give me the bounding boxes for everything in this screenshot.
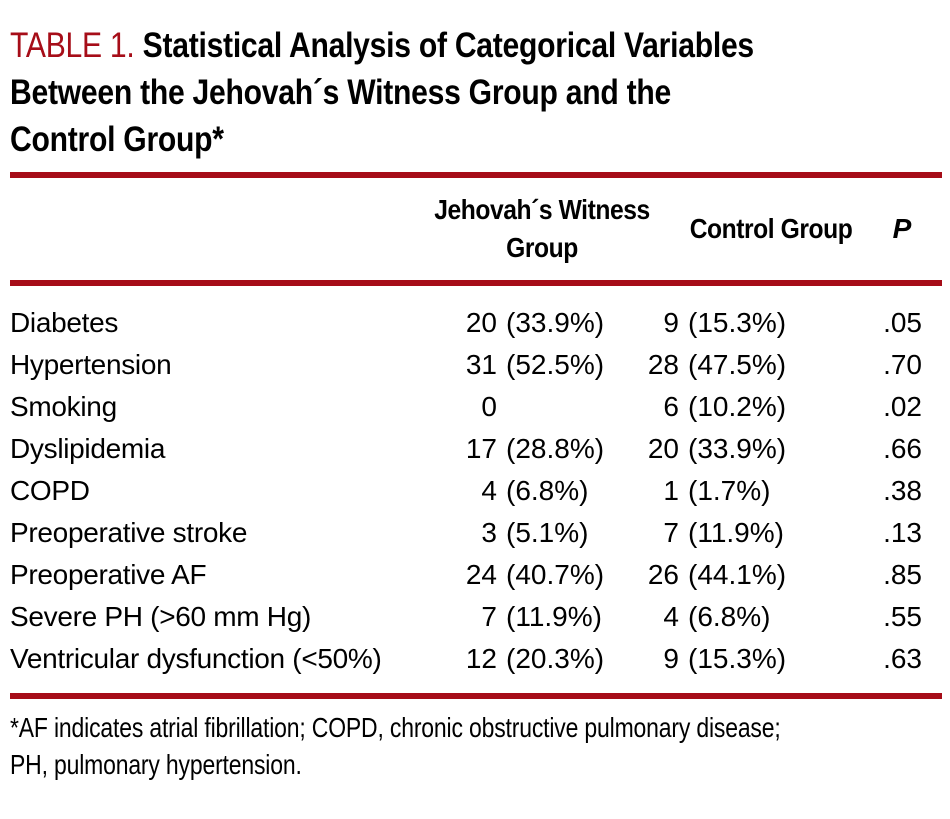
jw-percent: (33.9%) [506,307,605,338]
jw-count: 12 [465,643,497,674]
table-row: Diabetes 20 (33.9%) 9 (15.3%) .05 [10,302,942,344]
row-label: Smoking [10,391,117,422]
row-label: Diabetes [10,307,119,338]
jw-percent: (20.3%) [506,643,605,674]
jw-count: 3 [481,517,497,548]
column-header-jehovahs-witness-group: Jehovah´s Witness Group [434,194,650,263]
control-percent: (6.8%) [688,601,771,632]
table-row: Preoperative AF 24 (40.7%) 26 (44.1%) .8… [10,554,942,596]
jw-count: 4 [481,475,497,506]
jw-count: 7 [481,601,497,632]
row-label: Hypertension [10,349,172,380]
table-header: Jehovah´s Witness Group Control Group P [10,178,942,280]
control-count: 28 [647,349,679,380]
table-number-label: TABLE 1. [10,26,135,65]
control-percent: (1.7%) [688,475,771,506]
row-label: COPD [10,475,90,506]
control-count: 9 [663,643,679,674]
control-percent: (15.3%) [688,307,787,338]
title-line-2: Between the Jehovah´s Witness Group and … [10,73,671,112]
jw-percent: (52.5%) [506,349,605,380]
rule-top [10,172,942,178]
title-line-1: TABLE 1. Statistical Analysis of Categor… [10,22,812,69]
column-header-control-group: Control Group [689,213,853,244]
control-count: 6 [663,391,679,422]
jw-percent: (11.9%) [506,601,602,632]
table-row: COPD 4 (6.8%) 1 (1.7%) .38 [10,470,942,512]
table-row: Smoking 0 6 (10.2%) .02 [10,386,942,428]
p-value: .85 [883,559,922,590]
p-value: .02 [883,391,922,422]
jw-percent: (28.8%) [506,433,605,464]
jw-count: 0 [481,391,497,422]
row-label: Preoperative AF [10,559,207,590]
jw-count: 24 [465,559,497,590]
table-row: Dyslipidemia 17 (28.8%) 20 (33.9%) .66 [10,428,942,470]
title-text: Statistical Analysis of Categorical Vari… [134,26,755,65]
table-title: TABLE 1. Statistical Analysis of Categor… [10,22,942,163]
p-value: .13 [883,517,922,548]
row-label: Severe PH (>60 mm Hg) [10,601,312,632]
control-count: 20 [647,433,679,464]
control-count: 9 [663,307,679,338]
p-value: .66 [883,433,922,464]
jw-count: 31 [465,349,497,380]
jw-count: 20 [465,307,497,338]
column-header-p-value: P [892,213,912,244]
control-percent: (11.9%) [688,517,784,548]
jw-percent: (6.8%) [506,475,589,506]
control-percent: (33.9%) [688,433,787,464]
control-count: 4 [663,601,679,632]
control-count: 26 [647,559,679,590]
table-row: Preoperative stroke 3 (5.1%) 7 (11.9%) .… [10,512,942,554]
p-value: .38 [883,475,922,506]
footnote-line-2: PH, pulmonary hypertension. [10,749,302,780]
table-row: Severe PH (>60 mm Hg) 7 (11.9%) 4 (6.8%)… [10,596,942,638]
data-table: Diabetes 20 (33.9%) 9 (15.3%) .05 Hypert… [10,286,942,693]
row-label: Ventricular dysfunction (<50%) [10,643,382,674]
footnote-line-1: *AF indicates atrial fibrillation; COPD,… [10,712,781,743]
p-value: .70 [883,349,922,380]
control-percent: (44.1%) [688,559,787,590]
row-label: Dyslipidemia [10,433,166,464]
table-footnote: *AF indicates atrial fibrillation; COPD,… [10,709,942,783]
control-count: 7 [663,517,679,548]
title-line-3: Control Group* [10,120,224,159]
rule-bottom [10,693,942,699]
table-row: Hypertension 31 (52.5%) 28 (47.5%) .70 [10,344,942,386]
jw-count: 17 [465,433,497,464]
jw-percent: (40.7%) [506,559,605,590]
jw-percent: (5.1%) [506,517,589,548]
control-percent: (47.5%) [688,349,787,380]
row-label: Preoperative stroke [10,517,248,548]
control-percent: (10.2%) [688,391,787,422]
table-row: Ventricular dysfunction (<50%) 12 (20.3%… [10,638,942,680]
p-value: .05 [883,307,922,338]
p-value: .55 [883,601,922,632]
control-percent: (15.3%) [688,643,787,674]
p-value: .63 [883,643,922,674]
rule-header-bottom [10,280,942,286]
control-count: 1 [663,475,679,506]
page: TABLE 1. Statistical Analysis of Categor… [0,22,950,819]
